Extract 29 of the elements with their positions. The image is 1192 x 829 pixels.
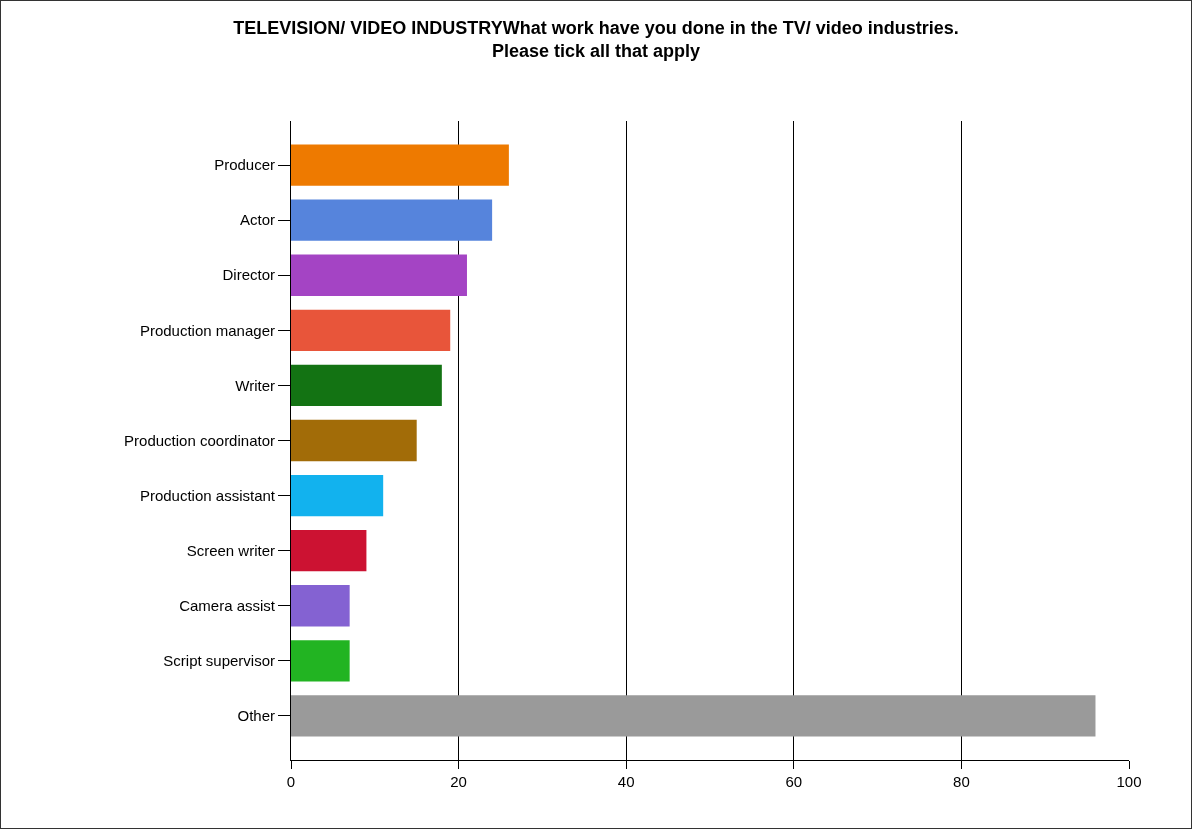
x-tick-label: 0 xyxy=(286,773,296,790)
bar xyxy=(291,144,509,186)
chart-title: TELEVISION/ VIDEO INDUSTRYWhat work have you done in the TV/ video industries. Please tick all that apply xyxy=(233,18,959,62)
y-tick-label: Other xyxy=(237,707,275,725)
y-tick-label: Screen writer xyxy=(186,541,275,559)
y-tick-label: Production coordinator xyxy=(124,431,275,449)
x-tick-label: 40 xyxy=(617,773,635,790)
bar xyxy=(291,419,417,462)
bar xyxy=(291,199,493,241)
y-tick-label: Director xyxy=(222,266,275,284)
y-tick-label: Script supervisor xyxy=(163,652,275,670)
x-tick-label: 20 xyxy=(450,773,467,790)
x-tick-label: 80 xyxy=(953,773,970,790)
bar xyxy=(291,474,384,517)
y-tick-label: Writer xyxy=(235,376,275,394)
y-tick-label: Actor xyxy=(239,211,275,229)
bar xyxy=(291,364,442,407)
y-tick-label: Production manager xyxy=(139,321,275,339)
y-tick-label: Camera assist xyxy=(179,597,276,615)
bar xyxy=(291,254,467,296)
bar xyxy=(291,530,367,572)
x-tick-label: 100 xyxy=(1116,773,1142,790)
bar xyxy=(291,695,1096,737)
y-tick-label: Producer xyxy=(214,156,275,174)
x-tick-label: 60 xyxy=(785,773,803,790)
bar xyxy=(291,640,350,682)
bar xyxy=(291,585,350,627)
y-tick-label: Production assistant xyxy=(139,486,276,504)
bar xyxy=(291,309,451,351)
